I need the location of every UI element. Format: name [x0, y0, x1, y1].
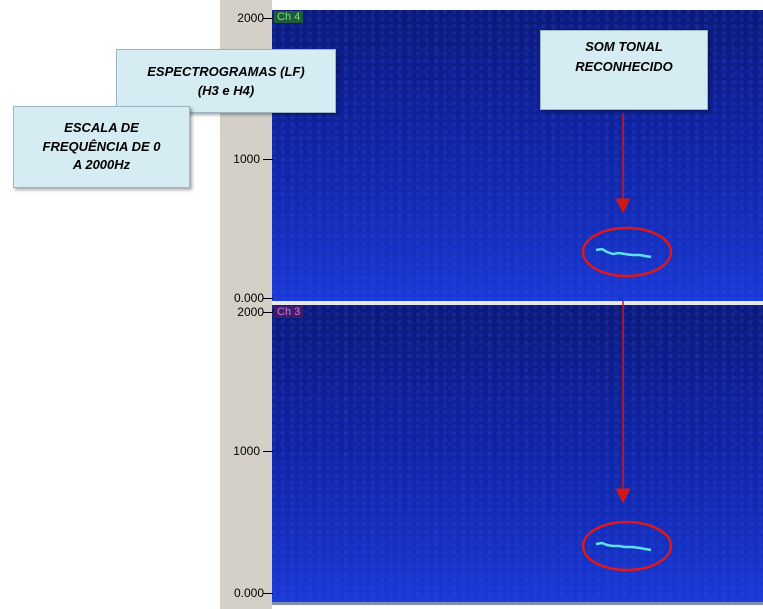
- channel-label-top: Ch 4: [274, 11, 304, 23]
- callout-spectrograms-line2: (H3 e H4): [197, 83, 255, 98]
- callout-tonal-sound: SOM TONAL RECONHECIDO: [540, 30, 708, 110]
- tick-top-max: 2000: [237, 11, 264, 25]
- spectrogram-panel-bottom[interactable]: Ch 3: [272, 305, 763, 602]
- callout-frequency-line3: A 2000Hz: [72, 157, 131, 173]
- tick-mark-top-min: [263, 298, 273, 299]
- callout-tonal-line2: RECONHECIDO: [575, 58, 673, 74]
- panel-separator: [272, 301, 763, 305]
- tick-top-mid: 1000: [233, 152, 260, 166]
- callout-spectrograms: ESPECTROGRAMAS (LF) (H3 e H4): [116, 49, 336, 113]
- tick-bottom-max: 2000: [237, 305, 264, 319]
- callout-frequency-line2: FREQUÊNCIA DE 0: [42, 138, 161, 154]
- callout-tonal-line1: SOM TONAL: [585, 39, 663, 54]
- highlight-ellipse-bottom: [581, 520, 673, 572]
- channel-label-bottom: Ch 3: [274, 306, 304, 318]
- tick-mark-top-mid: [263, 159, 273, 160]
- callout-frequency-line1: ESCALA DE: [64, 119, 139, 135]
- tick-top-min: 0.000: [233, 291, 264, 305]
- callout-spectrograms-line1: ESPECTROGRAMAS (LF): [147, 63, 305, 79]
- time-axis-line: [272, 602, 763, 605]
- tick-mark-top-max: [263, 18, 273, 19]
- tick-mark-bottom-min: [263, 593, 273, 594]
- tonal-trace-bottom: [595, 541, 652, 552]
- callout-frequency-scale: ESCALA DE FREQUÊNCIA DE 0 A 2000Hz: [13, 106, 190, 188]
- highlight-ellipse-top: [581, 226, 673, 278]
- tonal-trace-top: [595, 247, 652, 259]
- tick-bottom-mid: 1000: [233, 444, 260, 458]
- tick-bottom-min: 0.000: [233, 586, 264, 600]
- tick-mark-bottom-mid: [263, 451, 273, 452]
- tick-mark-bottom-max: [263, 312, 273, 313]
